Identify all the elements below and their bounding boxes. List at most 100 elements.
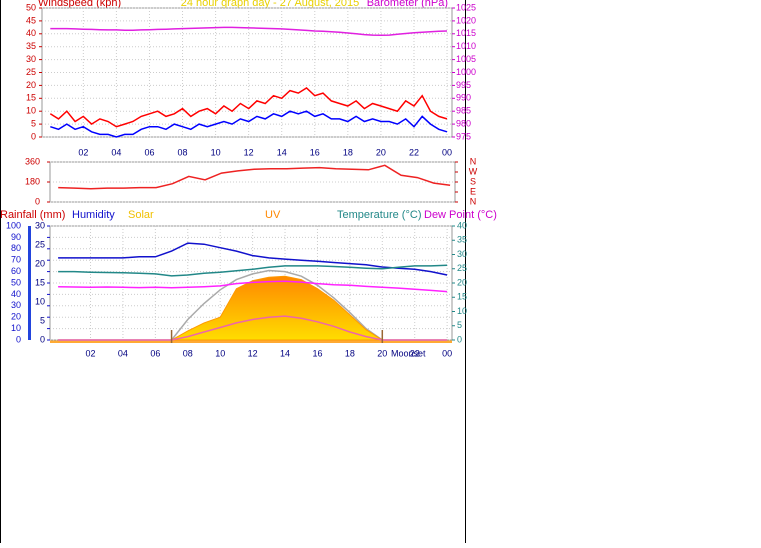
line	[58, 164, 451, 190]
line	[49, 87, 448, 128]
y-tick-label: 10	[11, 323, 21, 333]
x-tick-label: 16	[310, 147, 320, 157]
y-tick-label: 100	[6, 220, 21, 230]
y2-tick-label: 5	[457, 320, 462, 330]
y2-tick-label: E	[470, 186, 476, 196]
x-tick-label: 12	[244, 147, 254, 157]
x-tick-label: 14	[280, 348, 290, 358]
x-tick-label: 04	[111, 147, 121, 157]
line	[58, 242, 448, 276]
rain-tick-label: 30	[35, 220, 45, 230]
y2-tick-label: 35	[457, 235, 467, 245]
y-tick-label: 360	[25, 156, 40, 166]
x-tick-label: 08	[183, 348, 193, 358]
y2-tick-label: 1020	[456, 15, 476, 25]
rain-tick-label: 10	[35, 296, 45, 306]
y2-tick-label: N	[470, 156, 477, 166]
x-tick-label: 14	[277, 147, 287, 157]
y-axis-label: Windspeed (kph)	[38, 0, 121, 9]
rain-tick-label: 25	[35, 239, 45, 249]
line	[58, 264, 448, 277]
x-tick-label: 06	[144, 147, 154, 157]
x-tick-label: 00	[442, 147, 452, 157]
y-tick-label: 30	[11, 300, 21, 310]
y-tick-label: 50	[26, 2, 36, 12]
line	[50, 26, 448, 37]
x-tick-label: 02	[78, 147, 88, 157]
y2-tick-label: 15	[457, 292, 467, 302]
y2-tick-label: 995	[456, 80, 471, 90]
y-tick-label: 50	[11, 277, 21, 287]
rain-tick-label: 20	[35, 258, 45, 268]
y2-tick-label: 1010	[456, 41, 476, 51]
y-tick-label: 35	[26, 41, 36, 51]
y2-tick-label: 1025	[456, 2, 476, 12]
x-tick-label: 20	[377, 348, 387, 358]
x-tick-label: 18	[345, 348, 355, 358]
y-tick-label: 180	[25, 176, 40, 186]
y-tick-label: 0	[35, 196, 40, 206]
y-tick-label: 70	[11, 255, 21, 265]
day-band	[50, 340, 452, 343]
x-tick-label: 18	[343, 147, 353, 157]
x-tick-label: 20	[376, 147, 386, 157]
rain-tick-label: 5	[40, 315, 45, 325]
x-tick-label: 08	[178, 147, 188, 157]
legend-label: UV	[265, 209, 281, 221]
rain-axis-label: Rainfall (mm)	[0, 209, 65, 221]
y2-tick-label: 10	[457, 306, 467, 316]
y-tick-label: 5	[31, 118, 36, 128]
y2-tick-label: 990	[456, 93, 471, 103]
y-tick-label: 25	[26, 67, 36, 77]
x-tick-label: 16	[312, 348, 322, 358]
y-tick-label: 30	[26, 54, 36, 64]
x-tick-label: 00	[442, 348, 452, 358]
legend-label: Dew Point (°C)	[424, 209, 497, 221]
line	[50, 110, 448, 138]
y2-tick-label: 1015	[456, 28, 476, 38]
y2-tick-label: W	[469, 166, 478, 176]
y2-tick-label: 980	[456, 118, 471, 128]
annotation: Moonset	[391, 348, 426, 358]
x-tick-label: 02	[86, 348, 96, 358]
legend-label: Temperature (°C)	[337, 209, 421, 221]
y-tick-label: 80	[11, 243, 21, 253]
line	[58, 280, 448, 293]
x-tick-label: 06	[150, 348, 160, 358]
y-tick-label: 20	[11, 312, 21, 322]
y-tick-label: 40	[11, 289, 21, 299]
rain-scale-bar	[28, 226, 31, 340]
y2-tick-label: 20	[457, 277, 467, 287]
rain-tick-label: 0	[40, 334, 45, 344]
y2-tick-label: 40	[457, 220, 467, 230]
y2-axis-label: Barometer (hPa)	[367, 0, 448, 9]
legend-label: Solar	[128, 209, 154, 221]
y2-tick-label: 0	[457, 334, 462, 344]
x-tick-label: 22	[410, 348, 420, 358]
y2-tick-label: S	[470, 176, 476, 186]
y-tick-label: 0	[31, 131, 36, 141]
x-tick-label: 22	[409, 147, 419, 157]
y-tick-label: 45	[26, 15, 36, 25]
y-tick-label: 90	[11, 232, 21, 242]
y-tick-label: 20	[26, 80, 36, 90]
x-tick-label: 10	[215, 348, 225, 358]
y2-tick-label: 1000	[456, 67, 476, 77]
y-tick-label: 15	[26, 93, 36, 103]
x-tick-label: 04	[118, 348, 128, 358]
y-tick-label: 40	[26, 28, 36, 38]
x-tick-label: 12	[248, 348, 258, 358]
y-tick-label: 10	[26, 106, 36, 116]
y2-tick-label: 30	[457, 249, 467, 259]
legend-label: Humidity	[72, 209, 115, 221]
y-tick-label: 0	[16, 334, 21, 344]
rain-tick-label: 15	[35, 277, 45, 287]
y2-tick-label: 975	[456, 131, 471, 141]
x-tick-label: 10	[211, 147, 221, 157]
y2-tick-label: 985	[456, 106, 471, 116]
chart-title: 24 hour graph day - 27 August, 2015	[181, 0, 360, 9]
y-tick-label: 60	[11, 266, 21, 276]
y2-tick-label: N	[470, 196, 477, 206]
y2-tick-label: 1005	[456, 54, 476, 64]
